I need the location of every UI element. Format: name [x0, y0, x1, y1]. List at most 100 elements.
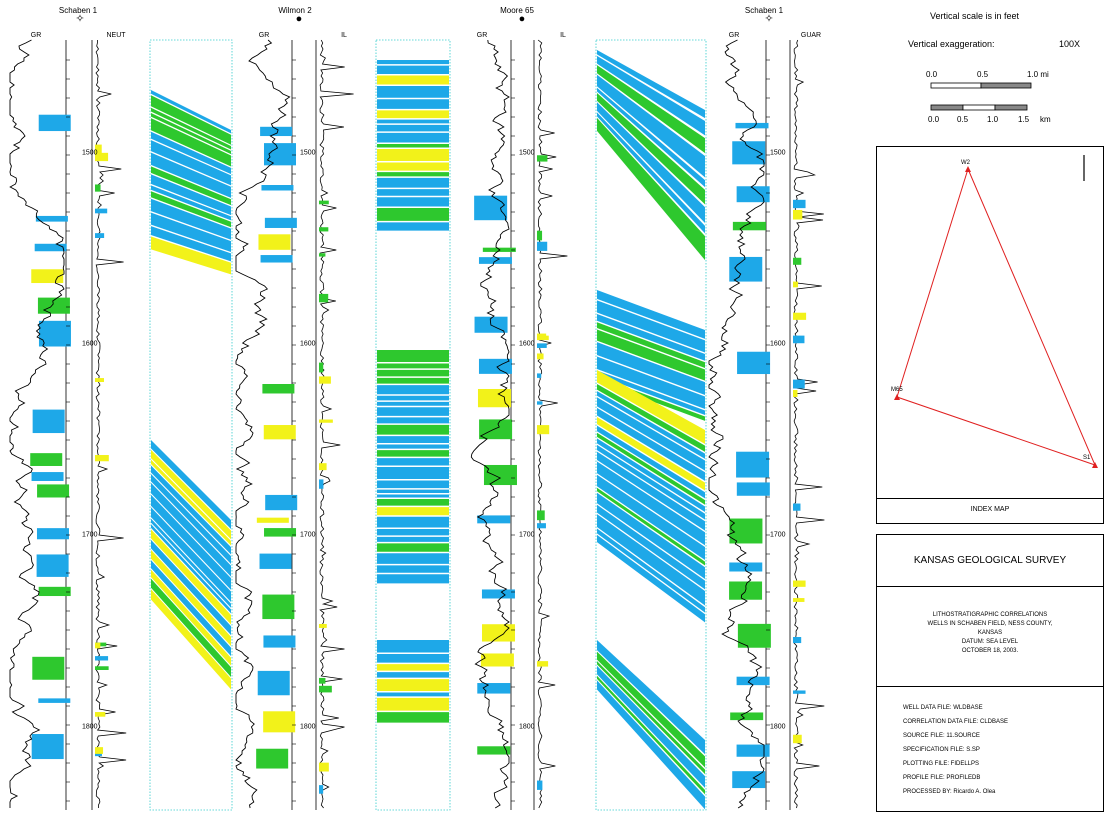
- well-3-t2-fill-12: [537, 241, 548, 251]
- correlation-band-2-0-0: [597, 50, 705, 119]
- correlation-band-2-2-5: [597, 417, 705, 491]
- well-1-t2-fill-0: [95, 184, 101, 192]
- well-1-band-9: [37, 484, 70, 498]
- well-4-t2-fill-0: [793, 690, 806, 694]
- well-4-t2-fill-7: [793, 598, 805, 602]
- correlation-band-1-2-4: [377, 679, 449, 691]
- well-4-t2-fill-4: [793, 503, 801, 511]
- correlation-band-1-0-13: [377, 177, 449, 188]
- correlation-band-2-1-1: [597, 300, 705, 353]
- well-2-band-0: [260, 126, 293, 137]
- curve-label-2b: IL: [341, 32, 347, 39]
- well-1-band-13: [32, 656, 65, 680]
- correlation-band-1-1-0: [377, 350, 449, 362]
- correlation-band-2-0-7: [597, 112, 705, 234]
- well-4-band-12: [736, 676, 770, 686]
- well-name-4: Schaben 1: [744, 6, 784, 15]
- survey-line-5: OCTOBER 18, 2003.: [961, 648, 1019, 654]
- well-3-t2-fill-11: [537, 373, 542, 378]
- correlation-band-2-2-3: [597, 397, 705, 471]
- correlation-band-2-3-3: [597, 665, 705, 788]
- well-3-t2-fill-7: [537, 335, 549, 341]
- well-3-band-7: [483, 464, 517, 486]
- correlation-band-1-1-23: [377, 543, 449, 552]
- well-4-t2-fill-8: [793, 257, 802, 265]
- correlation-band-1-1-12: [377, 450, 449, 457]
- correlation-band-2-2-9: [597, 444, 705, 520]
- well-3-band-10: [482, 624, 516, 642]
- well-1-band-1: [35, 215, 68, 222]
- km-scale-bar: [930, 104, 1028, 111]
- km-tick-3: 1.5: [1018, 115, 1030, 124]
- correlation-band-0-0-1: [151, 95, 231, 145]
- file-line-7: PROCESSED BY: Ricardo A. Olea: [903, 789, 996, 795]
- correlation-band-0-0-6: [151, 140, 231, 186]
- correlation-band-1-0-7: [377, 124, 449, 132]
- correlation-band-0-1-2: [151, 459, 231, 546]
- well-4-band-4: [729, 256, 763, 282]
- correlation-band-2-2-14: [597, 492, 705, 579]
- well-2-band-5: [260, 255, 293, 263]
- well-1-band-3: [31, 269, 64, 284]
- well-3-band-4: [478, 358, 512, 374]
- correlation-band-0-1-4: [151, 474, 231, 565]
- well-3-band-0: [474, 195, 508, 221]
- correlation-band-1-0-3: [377, 85, 449, 98]
- well-1-band-10: [36, 528, 69, 540]
- well-2-t2-fill-3: [319, 376, 331, 384]
- correlation-band-1-1-14: [377, 467, 449, 479]
- correlation-band-0-0-4: [151, 118, 231, 167]
- well-1-t2-fill-6: [95, 152, 109, 162]
- correlation-band-1-1-21: [377, 528, 449, 536]
- well-2-t2-fill-11: [319, 227, 329, 232]
- correlation-band-2-2-0: [597, 370, 705, 444]
- well-1-band-15: [31, 734, 64, 760]
- correlation-band-1-0-1: [377, 65, 449, 74]
- correlation-band-0-1-1: [151, 449, 231, 540]
- index-map-point-s1: [1092, 462, 1098, 468]
- correlation-band-1-1-13: [377, 458, 449, 466]
- well-1-gr-curve: [9, 39, 65, 808]
- correlation-band-0-0-2: [151, 107, 231, 150]
- correlation-band-0-1-12: [151, 549, 231, 647]
- well-1-band-12: [38, 586, 71, 597]
- correlation-band-2-0-4: [597, 87, 705, 188]
- well-1-t2-fill-2: [95, 751, 102, 757]
- correlation-band-2-0-8: [597, 117, 705, 261]
- correlation-band-1-1-22: [377, 536, 449, 542]
- correlation-band-2-0-1: [597, 55, 705, 136]
- km-tick-0: 0.0: [928, 115, 940, 124]
- correlation-band-1-0-5: [377, 110, 449, 119]
- correlation-band-0-0-12: [151, 198, 231, 240]
- well-2-band-13: [263, 635, 296, 648]
- correlation-band-2-0-5: [597, 93, 705, 205]
- correlation-band-2-2-7: [597, 432, 705, 505]
- well-4-gr-curve: [708, 39, 765, 809]
- correlation-band-1-1-1: [377, 363, 449, 369]
- well-2-t2-fill-12: [319, 479, 324, 489]
- mi-tick-1: 0.5: [977, 70, 989, 79]
- well-4-band-8: [729, 518, 763, 544]
- well-3-t2-fill-6: [537, 333, 547, 338]
- curve-label-4b: GUAR: [800, 32, 822, 39]
- depth-1-1800: 1800: [82, 723, 98, 731]
- correlation-band-2-2-4: [597, 407, 705, 481]
- depth-1-1500: 1500: [82, 149, 98, 157]
- depth-2-1800: 1800: [300, 723, 316, 731]
- well-4-t2-fill-2: [793, 734, 802, 744]
- well-3-band-12: [477, 683, 511, 694]
- correlation-band-2-2-11: [597, 461, 705, 546]
- well-2-t2-fill-4: [319, 200, 329, 205]
- correlation-band-1-1-6: [377, 401, 449, 406]
- well-4-t2-fill-13: [793, 281, 798, 288]
- well-2-t2-fill-6: [319, 362, 324, 373]
- well-2-t2-fill-2: [319, 677, 326, 684]
- correlation-band-2-2-8: [597, 438, 705, 513]
- depth-2-1600: 1600: [300, 340, 316, 348]
- correlation-band-0-0-9: [151, 174, 231, 216]
- survey-name: KANSAS GEOLOGICAL SURVEY: [913, 555, 1067, 566]
- correlation-band-0-1-7: [151, 507, 231, 602]
- correlation-band-2-2-13: [597, 487, 705, 566]
- correlation-band-2-3-5: [597, 680, 705, 810]
- index-map-label-w2: W2: [961, 160, 970, 166]
